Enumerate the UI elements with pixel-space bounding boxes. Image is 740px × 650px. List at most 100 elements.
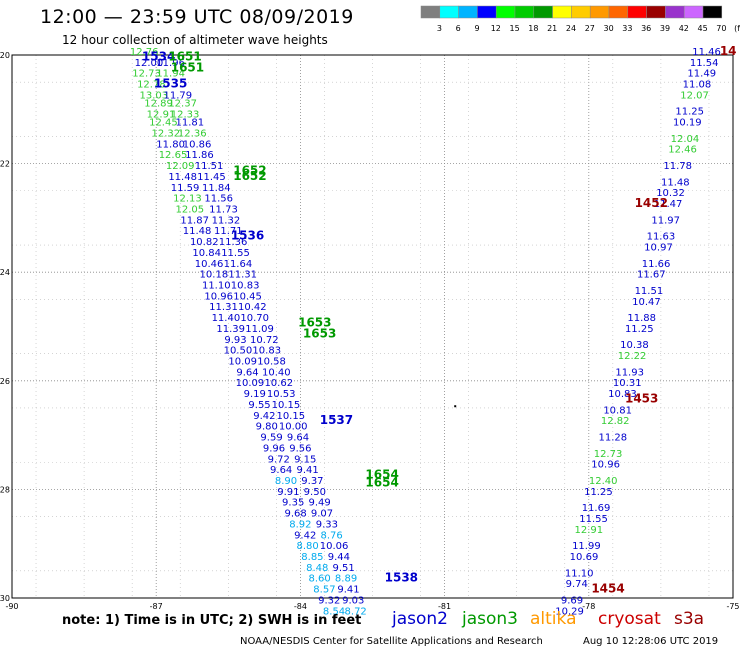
swh-value: 10.31 <box>613 378 642 389</box>
swh-value: 10.69 <box>570 552 599 563</box>
lon-tick-label: -84 <box>294 602 307 611</box>
footer-timestamp: Aug 10 12:28:06 UTC 2019 <box>583 636 719 647</box>
swh-value: 10.58 <box>257 357 286 368</box>
swh-value: 9.68 <box>284 509 306 520</box>
colorbar-label: 9 <box>474 24 479 33</box>
swh-value: 11.71 <box>214 226 243 237</box>
pass-time-label: 1651 <box>168 49 201 63</box>
pass-time-label: 1653 <box>303 326 336 340</box>
swh-value: 9.44 <box>328 552 350 563</box>
swh-value: 12.45 <box>149 118 178 129</box>
swh-value: 11.66 <box>642 259 671 270</box>
colorbar-swatch <box>702 5 723 19</box>
lon-tick-label: -81 <box>438 602 451 611</box>
pass-time-label: 1453 <box>625 392 658 406</box>
colorbar-label: 36 <box>641 24 651 33</box>
swh-value: 9.19 <box>244 389 266 400</box>
swh-value: 13.03 <box>139 90 168 101</box>
swh-value: 10.83 <box>608 389 637 400</box>
map-subtitle: 12 hour collection of altimeter wave hei… <box>62 33 328 47</box>
island-mark <box>454 405 457 408</box>
swh-value: 10.83 <box>252 346 281 357</box>
swh-value: 10.86 <box>183 139 212 150</box>
swh-value: 9.69 <box>561 595 583 606</box>
legend-cryosat: cryosat <box>598 609 661 629</box>
swh-value: 10.47 <box>632 297 661 308</box>
lat-tick-label: -22 <box>0 160 10 169</box>
lat-tick-label: -20 <box>0 51 10 60</box>
swh-value: 8.76 <box>321 530 343 541</box>
pass-time-label: 1536 <box>231 229 264 243</box>
swh-value: 9.15 <box>294 454 316 465</box>
pass-time-label: 1652 <box>233 163 266 177</box>
swh-value: 11.25 <box>625 324 654 335</box>
swh-value: 9.64 <box>287 433 309 444</box>
legend-jason3: jason3 <box>462 609 518 629</box>
map-frame <box>11 54 734 599</box>
colorbar-swatch <box>589 5 610 19</box>
swh-value: 11.08 <box>683 80 712 91</box>
colorbar-label: 39 <box>660 24 670 33</box>
colorbar-swatch <box>477 5 497 19</box>
swh-value: 9.56 <box>289 443 311 454</box>
swh-value: 10.18 <box>200 270 229 281</box>
swh-value: 8.80 <box>296 541 318 552</box>
swh-value: 10.40 <box>262 367 291 378</box>
swh-value: 10.84 <box>192 248 221 259</box>
swh-value: 10.32 <box>656 188 685 199</box>
swh-value: 9.64 <box>270 465 292 476</box>
pass-time-label: 1651 <box>171 60 204 74</box>
swh-value: 9.93 <box>224 335 246 346</box>
colorbar-swatch <box>495 5 516 19</box>
colorbar-swatch <box>627 5 647 19</box>
swh-value: 11.69 <box>582 503 611 514</box>
swh-value: 9.74 <box>566 579 588 590</box>
colorbar-label: 45 <box>698 24 708 33</box>
swh-value: 11.10 <box>202 280 231 291</box>
pass-time-label: 1538 <box>385 571 418 585</box>
swh-value: 9.59 <box>260 433 282 444</box>
swh-value: 8.89 <box>335 574 357 585</box>
swh-value: 12.05 <box>176 204 205 215</box>
swh-value: 12.91 <box>147 109 176 120</box>
pass-time-label: 1535 <box>154 77 187 91</box>
swh-value: 11.55 <box>221 248 250 259</box>
swh-value: 12.73 <box>594 449 623 460</box>
note-text: note: 1) Time is in UTC; 2) SWH is in fe… <box>62 613 362 628</box>
swh-value: 11.51 <box>195 161 224 172</box>
pass-time-label: 14 <box>720 44 737 58</box>
swh-value: 12.22 <box>618 351 647 362</box>
swh-value: 11.28 <box>599 433 628 444</box>
swh-value: 9.33 <box>316 519 338 530</box>
legend-jason2: jason2 <box>392 609 448 629</box>
swh-value: 10.96 <box>591 460 620 471</box>
swh-value: 11.99 <box>572 541 601 552</box>
swh-value: 8.90 <box>275 476 297 487</box>
swh-value: 11.48 <box>168 172 197 183</box>
swh-value: 10.15 <box>272 400 301 411</box>
colorbar-swatch <box>683 5 704 19</box>
swh-value: 12.32 <box>151 128 180 139</box>
swh-value: 12.78 <box>137 80 166 91</box>
colorbar-swatch <box>665 5 685 19</box>
swh-value: 9.35 <box>282 498 304 509</box>
swh-value: 9.07 <box>311 509 333 520</box>
swh-value: 10.19 <box>673 118 702 129</box>
swh-value: 11.48 <box>661 177 690 188</box>
colorbar-label: 27 <box>585 24 595 33</box>
colorbar-label: 3 <box>437 24 442 33</box>
swh-value: 12.82 <box>601 416 630 427</box>
colorbar-label: 33 <box>622 24 632 33</box>
footer-credit: NOAA/NESDIS Center for Satellite Applica… <box>240 636 543 647</box>
swh-value: 10.70 <box>240 313 269 324</box>
lon-tick-label: -75 <box>726 602 739 611</box>
lat-tick-label: -24 <box>0 268 10 277</box>
swh-value: 10.96 <box>204 291 233 302</box>
swh-value: 9.72 <box>268 454 290 465</box>
colorbar-label: 70 <box>716 24 726 33</box>
swh-value: 11.63 <box>647 232 676 243</box>
swh-value: 9.03 <box>342 595 364 606</box>
swh-value: 9.37 <box>301 476 323 487</box>
colorbar-label: 24 <box>566 24 576 33</box>
swh-value: 11.31 <box>209 302 238 313</box>
